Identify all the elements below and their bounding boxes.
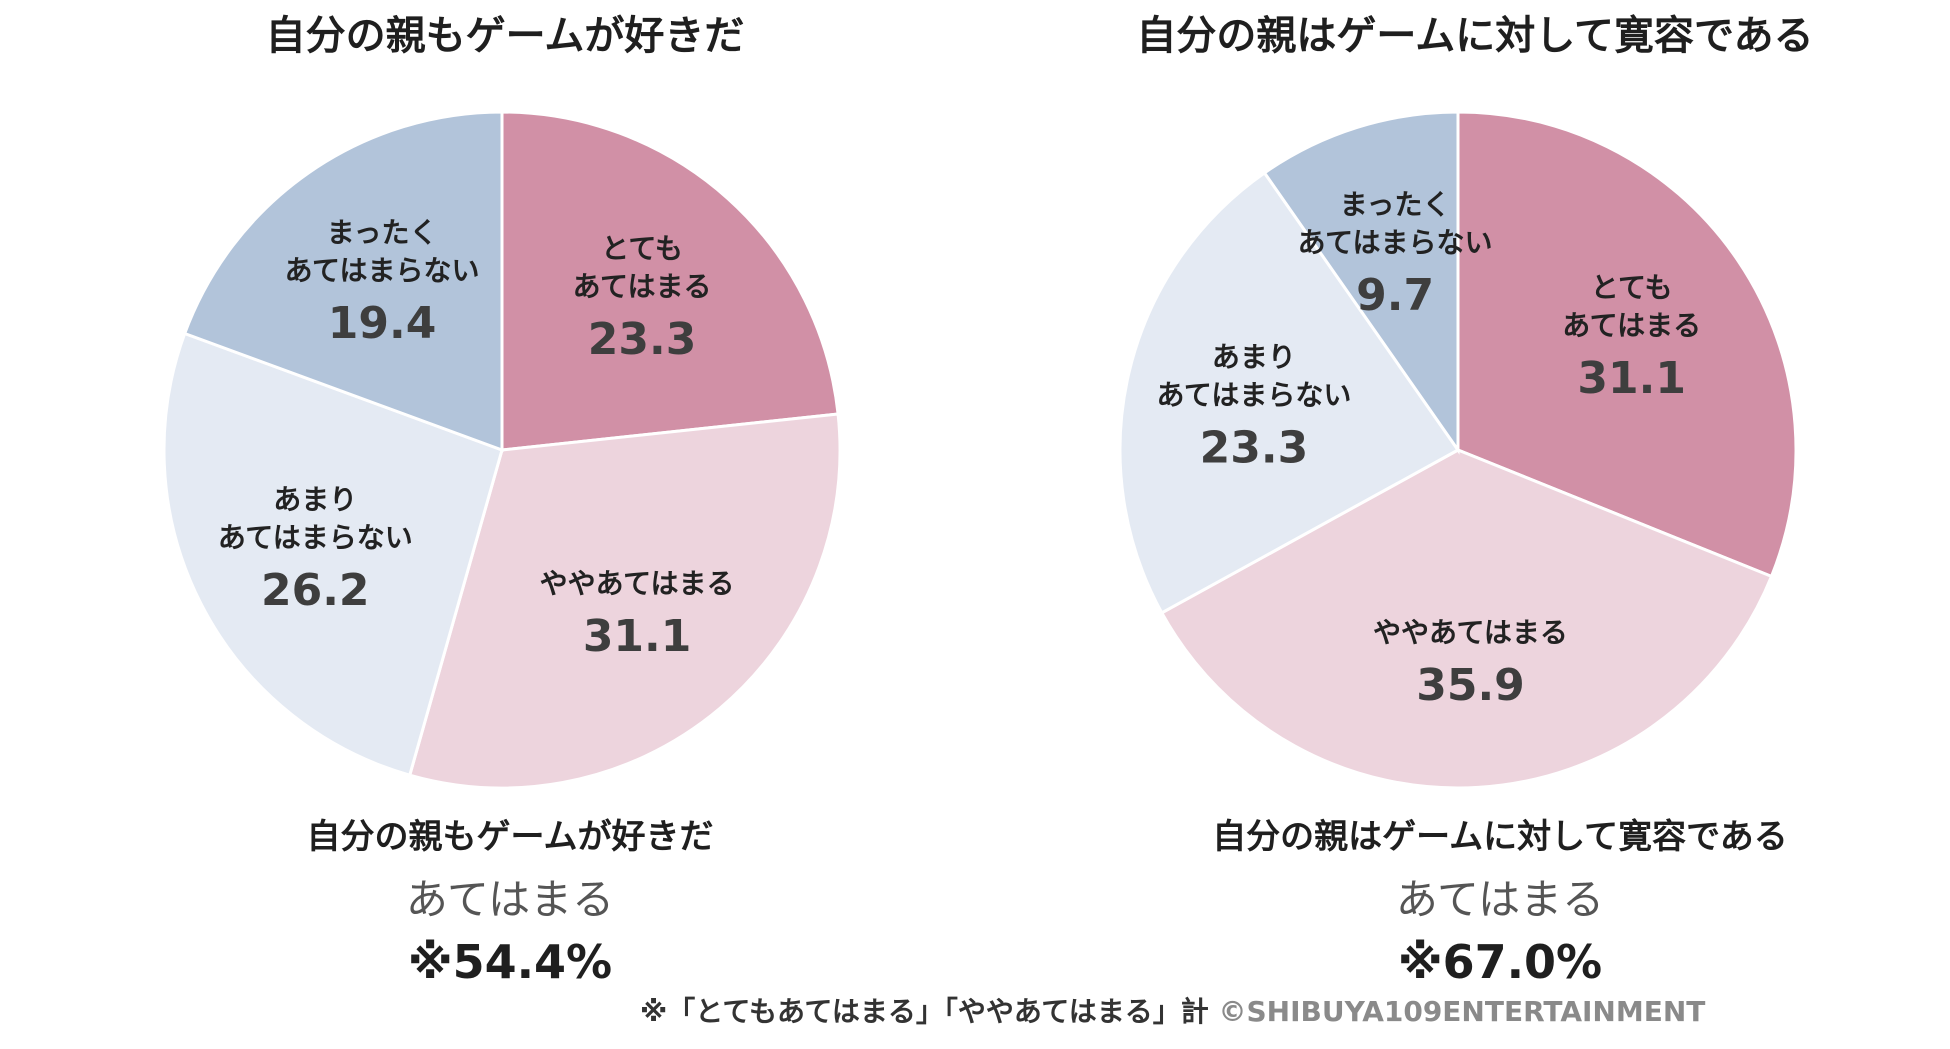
- slice-label-left-0-1: あてはまる: [573, 270, 712, 303]
- slice-label-right-0-0: とても: [1591, 271, 1673, 304]
- pie-slice-left-3: [182, 110, 504, 453]
- slice-value-left-1: 31.1: [583, 611, 692, 662]
- summary-title-left: 自分の親もゲームが好きだ: [306, 817, 714, 857]
- pie-slice-right-0: [1456, 110, 1798, 579]
- summary-value-right: ※67.0%: [1397, 935, 1603, 989]
- slice-label-right-3-0: まったく: [1340, 188, 1451, 221]
- slice-label-left-3-0: まったく: [327, 216, 438, 249]
- footnote-text: ※「とてもあてはまる」「ややあてはまる」計: [640, 995, 1209, 1028]
- slice-label-right-1-0: ややあてはまる: [1373, 616, 1568, 649]
- slice-label-left-1-0: ややあてはまる: [540, 567, 735, 600]
- summary-value-left: ※54.4%: [407, 935, 613, 989]
- slice-label-left-3-1: あてはまらない: [285, 254, 480, 287]
- slice-label-left-2-0: あまり: [273, 483, 357, 516]
- slice-label-right-2-0: あまり: [1212, 340, 1296, 373]
- summary-subtitle-right: あてはまる: [1395, 875, 1605, 924]
- slice-value-right-0: 31.1: [1577, 353, 1686, 404]
- slice-value-left-2: 26.2: [261, 565, 370, 616]
- summary-title-right: 自分の親はゲームに対して寛容である: [1212, 817, 1788, 857]
- slice-value-right-2: 23.3: [1200, 422, 1309, 473]
- slice-value-left-0: 23.3: [588, 314, 697, 365]
- slice-label-left-2-1: あてはまらない: [218, 521, 413, 554]
- slice-value-right-3: 9.7: [1356, 270, 1434, 321]
- summary-subtitle-left: あてはまる: [405, 875, 615, 924]
- pie-slice-left-2: [162, 331, 504, 778]
- copyright: ©SHIBUYA109ENTERTAINMENT: [1218, 995, 1706, 1028]
- slice-value-right-1: 35.9: [1416, 660, 1525, 711]
- pie-slice-right-2: [1118, 170, 1461, 615]
- slice-label-right-3-1: あてはまらない: [1298, 226, 1493, 259]
- chart-title-left: 自分の親もゲームが好きだ: [265, 13, 745, 59]
- slice-value-left-3: 19.4: [328, 298, 437, 349]
- pie-slice-right-1: [1159, 448, 1774, 790]
- pie-slice-left-1: [407, 412, 842, 790]
- footnote: ※「とてもあてはまる」「ややあてはまる」計 ©SHIBUYA109ENTERTA…: [640, 990, 1940, 1034]
- slice-label-right-2-1: あてはまらない: [1156, 378, 1351, 411]
- slice-label-left-0-0: とても: [601, 232, 683, 265]
- pie-slice-right-3: [1262, 110, 1460, 455]
- pie-slice-left-0: [500, 110, 840, 452]
- chart-title-right: 自分の親はゲームに対して寛容である: [1136, 13, 1814, 59]
- slice-label-right-0-1: あてはまる: [1562, 309, 1701, 342]
